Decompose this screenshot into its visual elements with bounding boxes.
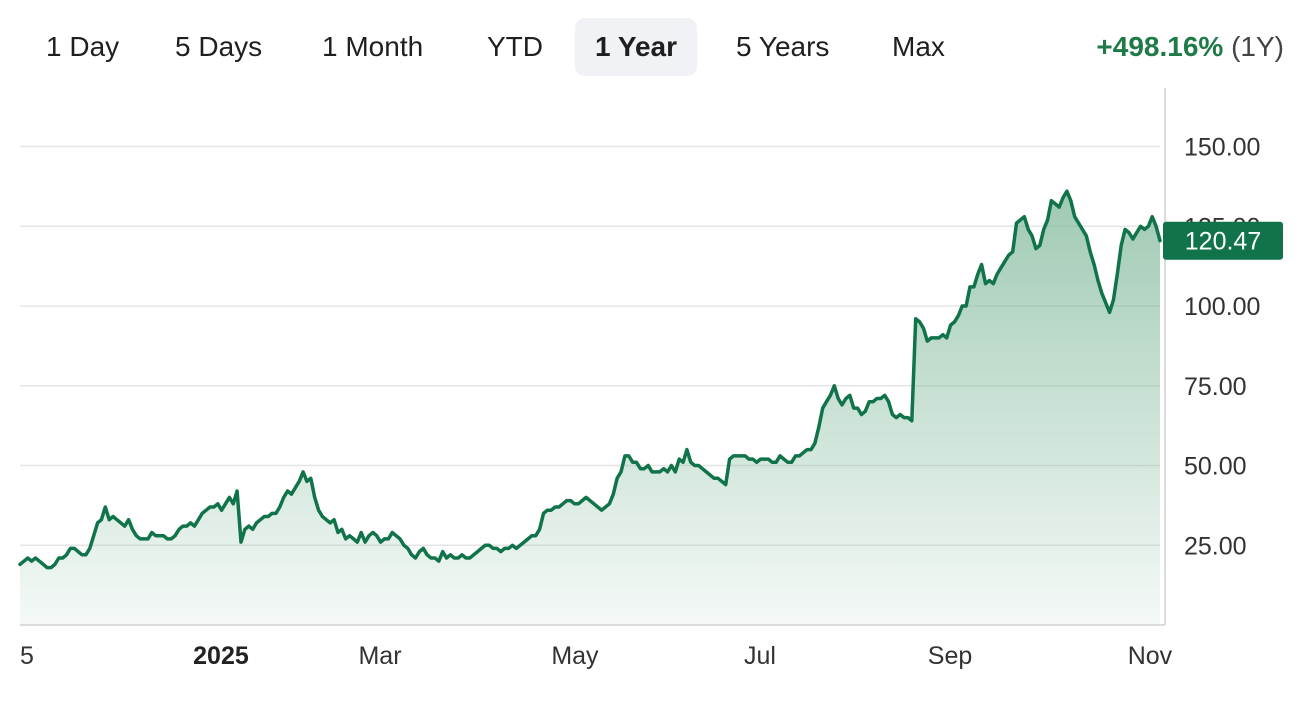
x-tick-label: 2025 xyxy=(193,642,249,670)
current-price-badge xyxy=(1163,221,1283,260)
x-tick-label: Nov xyxy=(1128,642,1173,670)
axes xyxy=(20,88,1166,626)
x-tick-label: Jul xyxy=(744,642,776,670)
x-tick-label: Mar xyxy=(358,642,401,670)
x-tick-label: Sep xyxy=(928,642,972,670)
tab-max[interactable]: Max xyxy=(892,31,945,62)
price-change: +498.16% (1Y) xyxy=(1096,18,1284,76)
y-tick-label: 50.00 xyxy=(1184,453,1247,481)
tab-1-day[interactable]: 1 Day xyxy=(46,31,120,62)
x-tick-label: May xyxy=(551,642,599,670)
tab-5-days[interactable]: 5 Days xyxy=(175,31,263,62)
tab-1-year[interactable]: 1 Year xyxy=(575,18,698,76)
change-percent: +498.16% xyxy=(1096,31,1224,62)
range-selector: 1 Day 5 Days 1 Month YTD 1 Year 5 Years … xyxy=(0,18,1308,76)
x-axis-ticks: 5 2025 Mar May Jul Sep Nov xyxy=(20,642,1173,670)
current-price-tag: 120.47 xyxy=(1163,221,1283,260)
x-tick-label: 5 xyxy=(20,642,34,670)
y-tick-label: 75.00 xyxy=(1184,373,1247,401)
change-period: (1Y) xyxy=(1231,31,1284,62)
tab-ytd[interactable]: YTD xyxy=(487,31,543,62)
price-line xyxy=(18,189,1162,570)
tab-5-years[interactable]: 5 Years xyxy=(736,31,830,62)
price-area xyxy=(20,191,1160,625)
y-tick-label: 150.00 xyxy=(1184,134,1260,162)
current-price-label: 120.47 xyxy=(1185,228,1261,256)
y-tick-label: 100.00 xyxy=(1184,293,1260,321)
tab-1-month[interactable]: 1 Month xyxy=(322,31,424,62)
y-tick-label: 25.00 xyxy=(1184,532,1247,560)
